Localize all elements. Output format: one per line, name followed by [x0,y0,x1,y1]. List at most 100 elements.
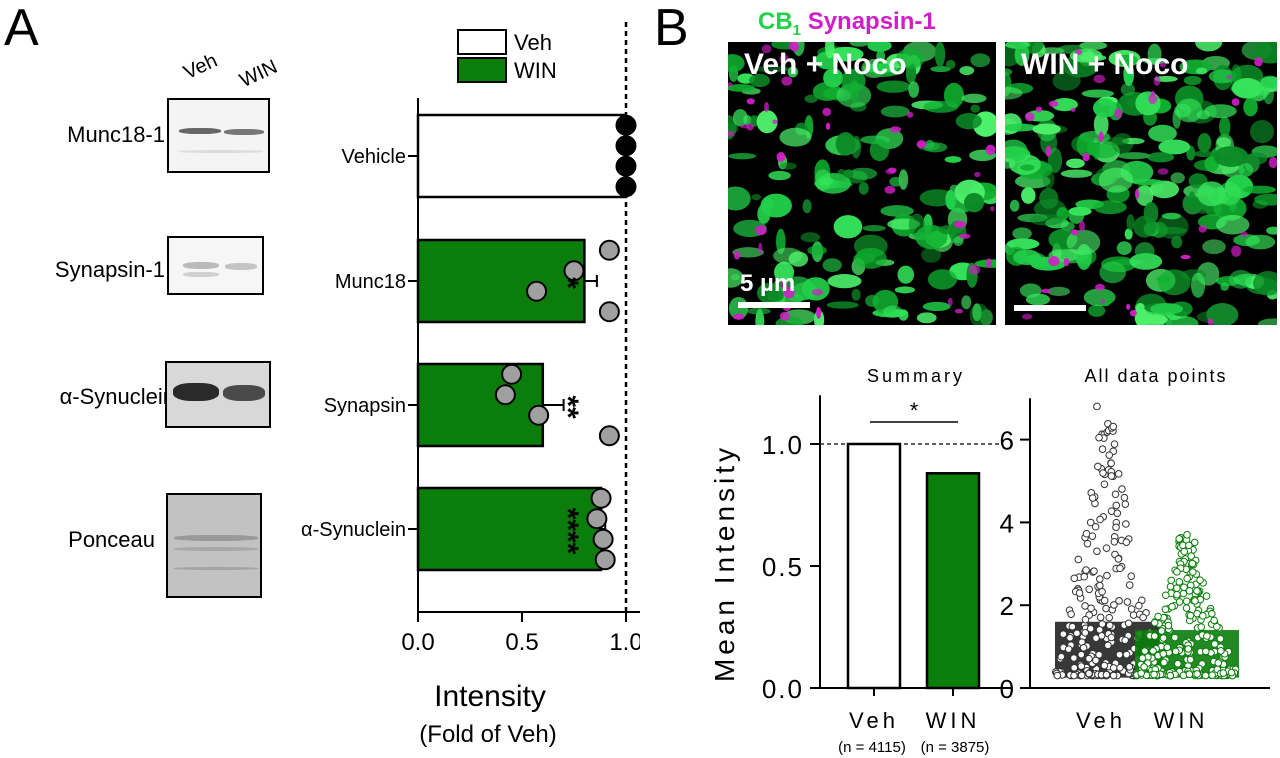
synapsin-puncta [788,42,798,51]
scatter-point [1115,650,1124,659]
scatter-point [1157,627,1166,635]
synapsin-puncta [1134,189,1140,200]
scatter-point [1161,605,1170,614]
cb1-puncta [927,269,958,290]
cb1-puncta [923,100,959,113]
cb1-puncta [889,176,903,187]
synapsin-puncta [1045,145,1052,157]
cb1-puncta [1148,124,1177,142]
cb1-puncta [876,80,911,93]
cb1-puncta [1266,226,1277,235]
cb1-puncta [1083,288,1116,307]
cb1-puncta [1183,75,1202,86]
cb1-puncta [826,301,859,309]
cb1-puncta [1135,91,1161,116]
cb1-puncta [1134,303,1147,325]
synapsin-puncta [822,107,832,117]
cb1-puncta [961,93,987,104]
scatter-point [1183,574,1191,583]
blot-label-alpha-synuclein: α-Synuclein [59,384,175,409]
scatter-point [1059,630,1068,638]
scatter-point [1087,604,1095,613]
synapsin-puncta [1129,309,1137,317]
cb1-puncta [1195,67,1208,75]
scatter-point [1057,652,1066,661]
band [173,383,219,401]
scatter-point [1121,636,1129,645]
synapsin-puncta [1254,57,1263,67]
synapsin-puncta [733,250,741,260]
all-points-x-tick-label: Veh [1076,708,1126,733]
synapsin-puncta [811,288,824,296]
significance-marker: * [910,398,919,423]
chart-b-mean-intensity: Summary 0.0 0.5 1.0 Mean Intensity Veh (n = 41… [709,366,1270,756]
scatter-point [1066,634,1074,642]
scatter-point [1098,620,1107,628]
cb1-puncta [1098,167,1134,193]
band [179,150,263,153]
bar-0 [416,113,628,199]
synapsin-puncta [1148,93,1158,105]
cb1-puncta [1066,229,1101,255]
summary-x-tick-label: WIN [926,708,981,733]
cb1-puncta [1175,98,1203,123]
summary-y-tick-label: 1.0 [762,430,804,460]
cb1-puncta [1208,69,1237,84]
scatter-point [1068,622,1077,631]
cb1-puncta [756,110,778,134]
synapsin-puncta [780,279,788,290]
scatter-point [1110,601,1118,609]
scatter-point [1099,469,1107,477]
scatter-point [1140,663,1148,671]
scatter-point [1064,645,1073,653]
cb1-puncta [867,42,892,52]
data-point [526,280,548,302]
scatter-point [1112,523,1120,532]
scatter-point [1092,634,1100,642]
synapsin-puncta [968,264,981,275]
data-point [586,508,608,530]
synapsin-puncta [783,286,795,299]
cb1-puncta [1190,272,1206,298]
cb1-puncta [869,138,890,162]
scatter-point [1115,597,1123,605]
significance-marker: ** [551,395,584,419]
cb1-puncta [959,65,975,76]
blot-label-synapsin: Synapsin-1 [54,257,165,282]
cb1-puncta [921,246,942,263]
band [223,385,265,401]
cb1-puncta [802,199,812,214]
scatter-point [1159,634,1168,642]
scatter-point [1100,480,1109,489]
cb1-puncta [774,261,795,284]
scatter-point [1189,568,1197,576]
scatter-point [1193,670,1201,678]
scatter-point [1210,640,1219,648]
scatter-point [1185,586,1194,595]
scatter-point [1190,538,1199,547]
scatter-point [1173,584,1181,592]
cb1-puncta [862,63,899,73]
cb1-puncta [1158,139,1191,155]
synapsin-puncta [888,167,897,174]
scatter-point [1171,633,1179,642]
synapsin-puncta [1048,256,1060,267]
scatter-point [1191,597,1199,605]
synapsin-puncta [1063,257,1070,267]
summary-y-tick-label: 0.5 [762,552,804,582]
scatter-point [1102,670,1111,679]
scatter-point [1109,664,1118,672]
scatter-point [1109,422,1118,431]
scatter-point [1187,552,1196,560]
cb1-puncta [1029,214,1064,226]
cb1-puncta [1052,70,1081,91]
scatter-point [1159,650,1168,658]
scatter-point [1166,582,1175,591]
scatter-point [1116,564,1124,573]
cb1-puncta [964,192,985,213]
legend-swatch-veh [457,29,507,55]
scatter-point [1150,670,1158,679]
scatter-group-win [1133,531,1240,680]
cb1-puncta [768,170,791,181]
micrograph-veh-noco: Veh + Noco 5 µm [728,42,996,325]
